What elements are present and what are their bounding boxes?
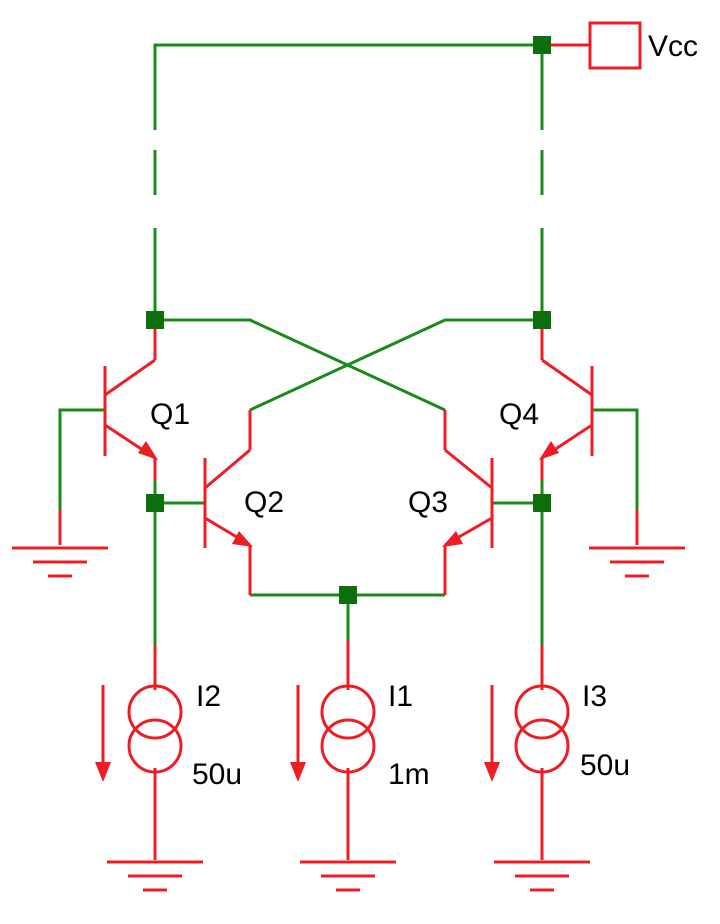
i2-value-label: 50u [192,758,242,791]
component-leads [58,43,639,860]
q4-base-ground-wire[interactable] [592,408,639,510]
wires [58,43,639,645]
i1-value-label: 1m [388,758,430,791]
q4-label: Q4 [499,398,539,431]
i2-name-label: I2 [196,680,221,713]
q1-label: Q1 [150,398,190,431]
junction-dots [146,36,551,604]
current-source-i2[interactable] [95,684,183,782]
i1-name-label: I1 [388,680,413,713]
i3-value-label: 50u [580,749,630,782]
transistor-q2[interactable] [203,448,253,548]
transistor-q3[interactable] [442,448,494,548]
i3-name-label: I3 [582,680,607,713]
vcc-label: Vcc [648,30,698,63]
vcc-terminal[interactable] [588,21,642,70]
junction-dot [533,36,551,54]
junction-dot [146,494,164,512]
current-source-i1[interactable] [290,684,376,782]
junction-dot [533,311,551,329]
transistor-q4[interactable] [539,358,594,460]
ground-symbol-i3 [494,860,590,892]
ground-symbol-i2 [107,860,203,892]
q3-label: Q3 [408,486,448,519]
q2-label: Q2 [244,486,284,519]
q1-base-ground-wire[interactable] [58,408,105,510]
current-source-i3[interactable] [484,684,570,782]
cross-wire-q4-q2[interactable] [249,318,542,412]
ground-symbol-i1 [300,860,396,892]
ground-symbol-q1-base [12,546,108,578]
junction-dot [533,494,551,512]
junction-dot [146,311,164,329]
vcc-rail-wire[interactable] [153,43,544,90]
junction-dot [339,586,357,604]
cross-wire-q1-q3[interactable] [155,318,446,412]
ground-symbol-q4-base [589,546,685,578]
transistor-q1[interactable] [103,358,158,460]
